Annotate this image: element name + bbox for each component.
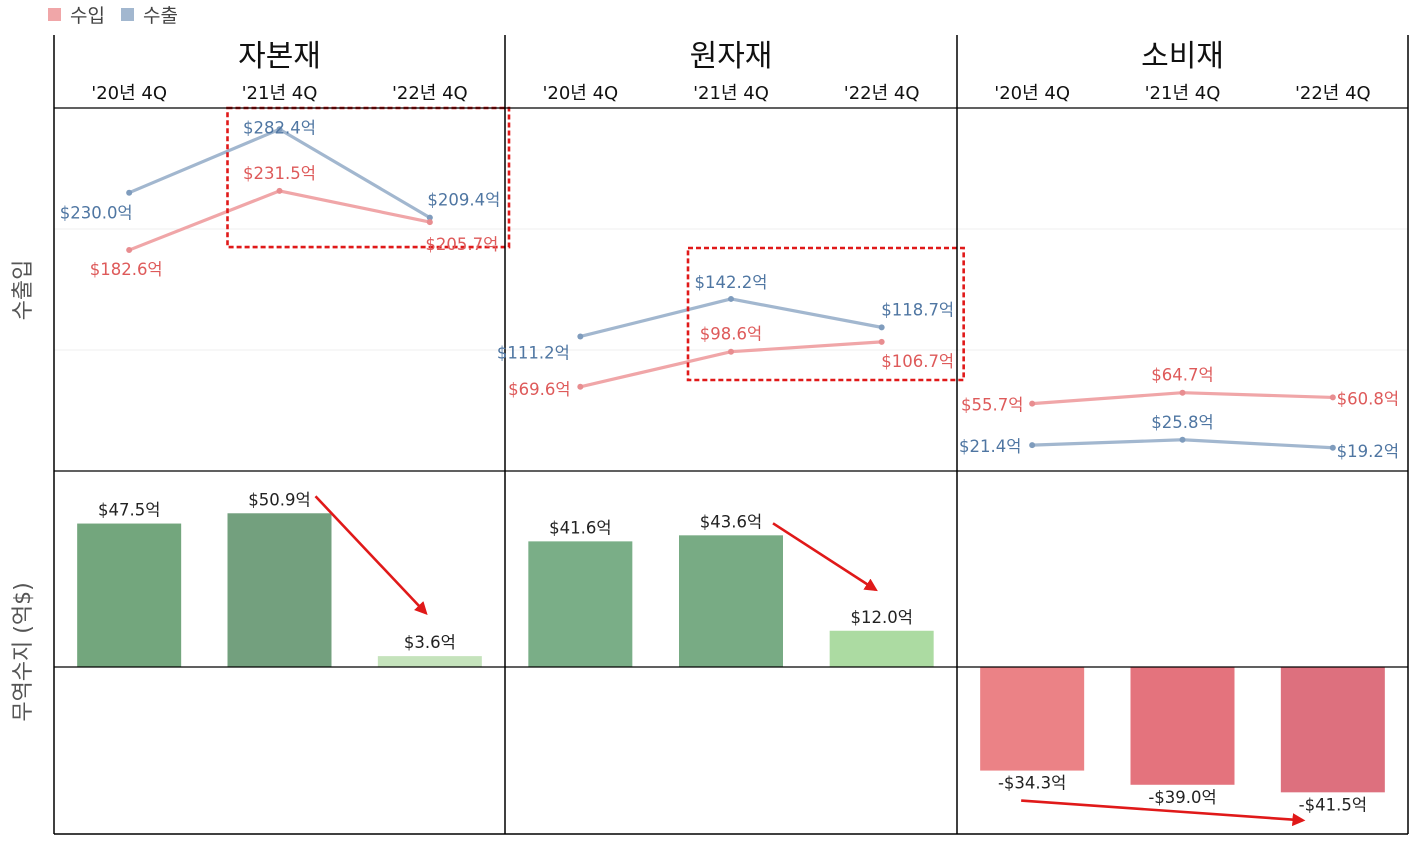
row-label-balance: 무역수지 (억$) <box>11 582 36 721</box>
import-value-label: $182.6억 <box>90 260 163 279</box>
trend-arrow <box>1021 799 1306 827</box>
import-value-label: $205.7억 <box>425 235 498 254</box>
balance-bar <box>1130 667 1235 785</box>
balance-value-label: -$34.3억 <box>998 774 1066 793</box>
panel-title: 소비재 <box>1141 39 1224 74</box>
legend-label-import: 수입 <box>70 4 105 27</box>
category-tick: '22년 4Q <box>844 83 920 104</box>
export-value-label: $230.0억 <box>60 204 133 223</box>
import-value-label: $60.8억 <box>1337 389 1399 408</box>
export-point <box>426 214 433 221</box>
balance-bar <box>829 630 934 667</box>
import-point <box>878 338 885 345</box>
trend-arrow <box>772 522 878 592</box>
export-point <box>878 324 885 331</box>
balance-value-label: $12.0억 <box>850 608 912 627</box>
export-point <box>126 189 133 196</box>
export-point <box>577 333 584 340</box>
import-value-label: $231.5억 <box>243 164 316 183</box>
import-value-label: $106.7억 <box>881 352 954 371</box>
import-point <box>1329 394 1336 401</box>
balance-bar <box>980 667 1085 771</box>
import-value-label: $98.6억 <box>700 325 762 344</box>
category-tick: '20년 4Q <box>542 83 618 104</box>
export-value-label: $19.2억 <box>1337 442 1399 461</box>
highlight-box <box>686 246 965 382</box>
import-point <box>1179 389 1186 396</box>
balance-value-label: $50.9억 <box>248 490 310 509</box>
balance-value-label: $47.5억 <box>98 501 160 520</box>
balance-bar <box>679 535 783 667</box>
row-label-trade: 수출입 <box>11 260 36 321</box>
category-tick: '20년 4Q <box>994 83 1070 104</box>
legend-label-export: 수출 <box>142 4 178 27</box>
export-point <box>276 126 283 133</box>
export-value-label: $21.4억 <box>959 437 1021 456</box>
export-value-label: $25.8억 <box>1151 413 1213 432</box>
legend: 수입 수출 <box>48 2 194 27</box>
export-point <box>1329 444 1336 451</box>
trend-arrow <box>314 495 428 616</box>
import-point <box>728 348 734 355</box>
balance-value-label: $3.6억 <box>404 633 456 652</box>
import-point <box>126 247 133 254</box>
import-value-label: $64.7억 <box>1151 366 1213 385</box>
import-value-label: $69.6억 <box>508 380 570 399</box>
import-point <box>1029 400 1036 407</box>
export-point <box>1029 442 1036 449</box>
category-tick: '21년 4Q <box>242 83 318 104</box>
balance-value-label: $43.6억 <box>700 512 762 531</box>
category-tick: '21년 4Q <box>1145 83 1221 104</box>
category-tick: '20년 4Q <box>91 83 167 104</box>
import-value-label: $55.7억 <box>961 396 1023 415</box>
import-point <box>426 219 433 226</box>
balance-bar <box>1280 667 1385 793</box>
export-value-label: $118.7억 <box>881 300 954 319</box>
category-tick: '22년 4Q <box>392 83 468 104</box>
export-value-label: $282.4억 <box>243 118 316 137</box>
balance-bar <box>528 541 633 667</box>
export-value-label: $111.2억 <box>497 343 570 362</box>
panel-title: 원자재 <box>690 39 773 74</box>
balance-value-label: -$41.5억 <box>1299 795 1367 814</box>
panel-title: 자본재 <box>238 39 321 74</box>
export-value-label: $209.4억 <box>427 191 500 210</box>
export-point <box>1179 436 1186 443</box>
export-value-label: $142.2억 <box>695 273 768 292</box>
import-point <box>577 383 584 390</box>
balance-value-label: $41.6억 <box>549 518 611 537</box>
balance-value-label: -$39.0억 <box>1148 788 1216 807</box>
export-point <box>728 295 734 302</box>
balance-bar <box>77 523 182 667</box>
legend-swatch-export <box>120 7 134 21</box>
category-tick: '21년 4Q <box>693 83 769 104</box>
category-tick: '22년 4Q <box>1295 83 1371 104</box>
balance-bar <box>377 656 482 667</box>
balance-bar <box>227 513 332 667</box>
import-line <box>128 189 431 252</box>
import-point <box>276 187 283 194</box>
legend-swatch-import <box>48 7 61 21</box>
